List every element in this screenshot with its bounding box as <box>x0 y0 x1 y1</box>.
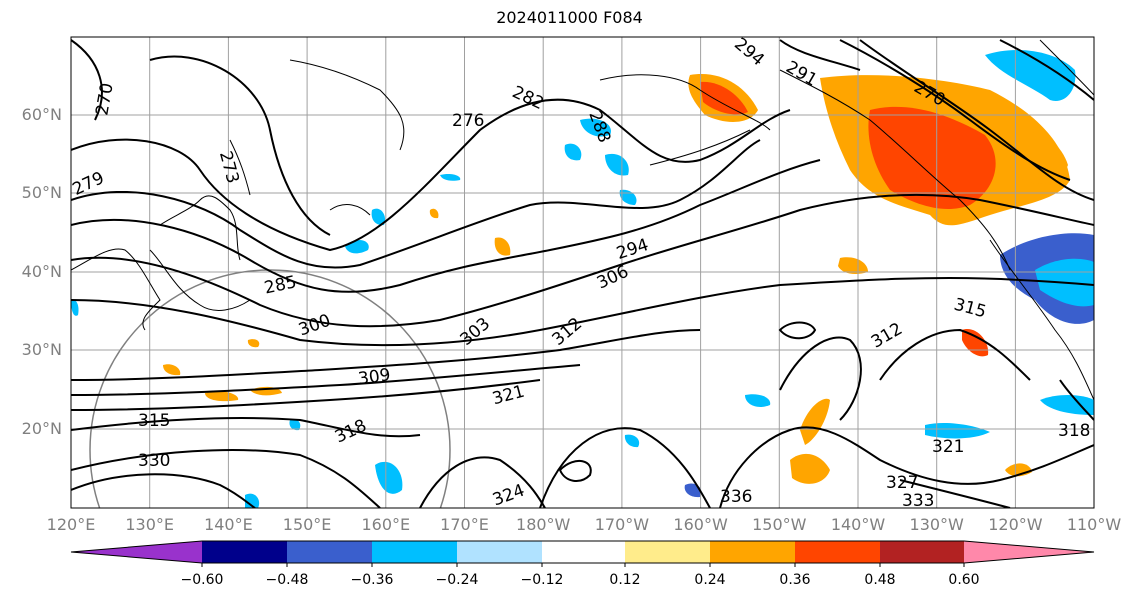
lat-label: 50°N <box>22 183 62 202</box>
colorbar-tick-label: 0.36 <box>779 572 810 588</box>
colorbar-segment <box>710 541 795 563</box>
lon-label: 160°W <box>673 515 728 534</box>
contour-label: 321 <box>932 437 964 457</box>
colorbar-segment <box>71 541 202 563</box>
colorbar-tick-label: −0.60 <box>181 572 224 588</box>
coastlines <box>71 39 1094 401</box>
lon-label: 130°W <box>910 515 965 534</box>
lon-label: 120°E <box>47 515 96 534</box>
lon-label: 170°E <box>440 515 489 534</box>
lon-label: 110°W <box>1067 515 1122 534</box>
lon-label: 120°W <box>988 515 1043 534</box>
colorbar <box>70 540 1095 567</box>
colorbar-segment <box>880 541 964 563</box>
colorbar-tick-label: −0.12 <box>521 572 564 588</box>
lon-label: 140°W <box>831 515 886 534</box>
colorbar-tick-label: 0.24 <box>694 572 725 588</box>
lon-label: 150°E <box>283 515 332 534</box>
colorbar-tick-label: 0.48 <box>864 572 895 588</box>
colorbar-segment <box>457 541 542 563</box>
geopotential-contours <box>71 39 1094 508</box>
colorbar-ticks: −0.60 −0.48 −0.36 −0.24 −0.12 0.12 0.24 … <box>181 572 980 588</box>
lat-label: 30°N <box>22 340 62 359</box>
lon-label: 140°E <box>204 515 253 534</box>
colorbar-tick-label: 0.60 <box>948 572 979 588</box>
contour-label: 315 <box>138 411 170 431</box>
colorbar-segment <box>372 541 457 563</box>
colorbar-segment <box>202 541 287 563</box>
lon-label: 130°E <box>125 515 174 534</box>
lon-label: 150°W <box>752 515 807 534</box>
contour-label: 327 <box>886 473 918 493</box>
lat-labels: 60°N 50°N 40°N 30°N 20°N <box>22 105 62 438</box>
lon-label: 170°W <box>595 515 650 534</box>
contour-label: 336 <box>720 487 752 507</box>
contour-label: 333 <box>902 491 934 511</box>
lon-label: 160°E <box>361 515 410 534</box>
map-frame <box>70 36 1095 509</box>
contour-label: 330 <box>138 451 170 471</box>
shading-positive <box>163 74 1070 484</box>
colorbar-segment <box>287 541 372 563</box>
contour-label: 276 <box>452 111 484 131</box>
colorbar-tick-label: −0.48 <box>266 572 309 588</box>
lat-label: 20°N <box>22 419 62 438</box>
contour-label: 318 <box>1058 421 1090 441</box>
colorbar-segment <box>795 541 880 563</box>
lat-label: 40°N <box>22 262 62 281</box>
colorbar-segment <box>964 541 1094 563</box>
colorbar-tick-label: −0.24 <box>436 572 479 588</box>
colorbar-tick-label: −0.36 <box>351 572 394 588</box>
lon-label: 180°W <box>516 515 571 534</box>
colorbar-tick-label: 0.12 <box>609 572 640 588</box>
colorbar-segment <box>625 541 710 563</box>
lon-labels: 120°E 130°E 140°E 150°E 160°E 170°E 180°… <box>47 515 1122 534</box>
colorbar-segment <box>542 541 625 563</box>
map-title: 2024011000 F084 <box>496 8 643 27</box>
contour-label: 309 <box>357 365 392 389</box>
lat-label: 60°N <box>22 105 62 124</box>
